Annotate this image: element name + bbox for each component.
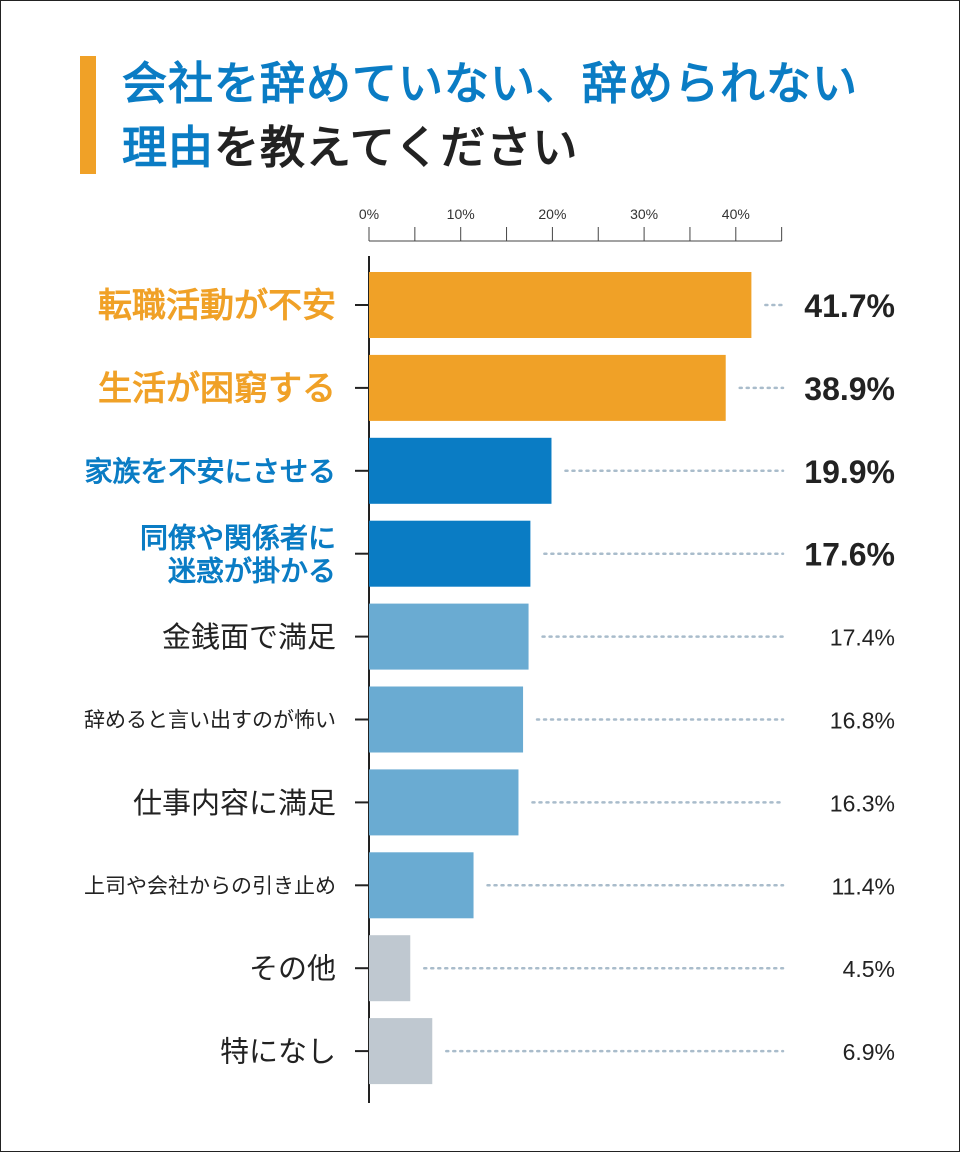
category-label: 迷惑が掛かる [168,554,336,587]
value-label: 16.3% [830,790,895,816]
category-label: 仕事内容に満足 [133,786,336,820]
category-label: 辞めると言い出すのが怖い [84,708,336,732]
bar [369,437,552,504]
bar [369,354,726,421]
bar [369,272,752,338]
category-label: 金銭面で満足 [162,620,336,654]
category-label: 上司や会社からの引き止め [84,874,336,898]
value-label: 19.9% [804,454,895,490]
value-label: 16.8% [830,708,895,734]
value-label: 11.4% [831,873,895,899]
value-label: 38.9% [804,371,895,407]
category-label: 転職活動が不安 [98,286,336,326]
bar [369,852,474,919]
tick-label: 10% [447,206,475,222]
bar [369,769,519,836]
value-label: 4.5% [843,956,895,982]
bar [369,1018,433,1085]
bar [369,935,411,1002]
tick-label: 0% [359,206,379,222]
bar [369,686,524,753]
bar [369,520,531,587]
tick-label: 40% [722,206,750,222]
title-accent-bar [80,56,96,174]
tick-label: 20% [538,206,566,222]
title-line-2: 理由を教えてください [122,116,942,180]
category-label: その他 [249,952,336,986]
tick-label: 30% [630,206,658,222]
title-line-1: 会社を辞めていない、辞められない [122,57,859,110]
bar [369,603,529,670]
title-highlight: 理由 [122,121,215,174]
category-label: 生活が困窮する [98,369,336,409]
value-label: 6.9% [843,1039,895,1065]
category-label: 同僚や関係者に [140,521,336,554]
category-label: 家族を不安にさせる [85,455,336,488]
value-label: 17.6% [804,537,895,573]
value-label: 17.4% [830,625,895,651]
category-label: 特になし [220,1035,336,1069]
title-rest: を教えてください [214,121,579,174]
chart-title: 会社を辞めていない、辞められない 理由を教えてください [122,52,942,180]
value-label: 41.7% [804,288,895,324]
